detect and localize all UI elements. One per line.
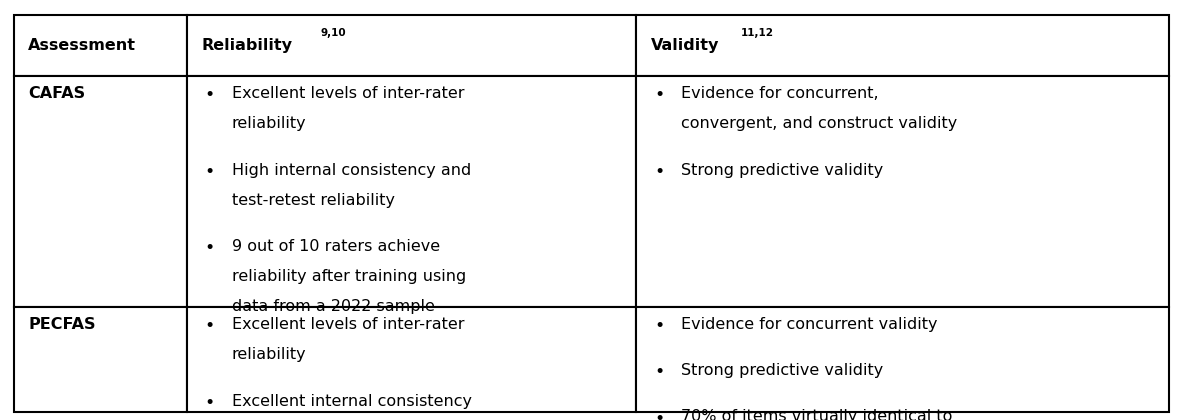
Bar — [636, 15, 1169, 76]
Bar — [636, 307, 1169, 412]
Text: Strong predictive validity: Strong predictive validity — [681, 163, 884, 178]
Text: Excellent levels of inter-rater: Excellent levels of inter-rater — [232, 86, 465, 101]
Text: test-retest reliability: test-retest reliability — [232, 193, 395, 208]
Bar — [14, 15, 187, 76]
Text: •: • — [654, 86, 665, 104]
Text: CAFAS: CAFAS — [28, 86, 85, 101]
Text: •: • — [205, 163, 215, 181]
Text: 70% of items virtually identical to: 70% of items virtually identical to — [681, 410, 952, 420]
Text: Excellent levels of inter-rater: Excellent levels of inter-rater — [232, 317, 465, 332]
Bar — [187, 15, 636, 76]
Text: •: • — [654, 163, 665, 181]
Text: High internal consistency and: High internal consistency and — [232, 163, 471, 178]
Text: Evidence for concurrent,: Evidence for concurrent, — [681, 86, 879, 101]
Bar — [14, 76, 187, 307]
Text: data from a 2022 sample: data from a 2022 sample — [232, 299, 434, 315]
Text: •: • — [205, 317, 215, 335]
Text: Assessment: Assessment — [28, 38, 136, 52]
Text: reliability after training using: reliability after training using — [232, 269, 466, 284]
Text: Excellent internal consistency: Excellent internal consistency — [232, 394, 472, 409]
Text: PECFAS: PECFAS — [28, 317, 96, 332]
Text: Validity: Validity — [651, 38, 719, 52]
Text: 11,12: 11,12 — [742, 29, 774, 38]
Text: •: • — [205, 394, 215, 412]
Bar — [14, 307, 187, 412]
Bar — [187, 307, 636, 412]
Text: 9,10: 9,10 — [321, 29, 347, 38]
Text: •: • — [654, 363, 665, 381]
Text: •: • — [205, 239, 215, 257]
Text: •: • — [654, 410, 665, 420]
Text: Evidence for concurrent validity: Evidence for concurrent validity — [681, 317, 938, 332]
Text: reliability: reliability — [232, 116, 306, 131]
Text: •: • — [205, 86, 215, 104]
Text: Strong predictive validity: Strong predictive validity — [681, 363, 884, 378]
Bar — [187, 76, 636, 307]
Text: reliability: reliability — [232, 347, 306, 362]
Text: •: • — [654, 317, 665, 335]
Bar — [636, 76, 1169, 307]
Text: Reliability: Reliability — [201, 38, 292, 52]
Text: convergent, and construct validity: convergent, and construct validity — [681, 116, 958, 131]
Text: 9 out of 10 raters achieve: 9 out of 10 raters achieve — [232, 239, 440, 254]
